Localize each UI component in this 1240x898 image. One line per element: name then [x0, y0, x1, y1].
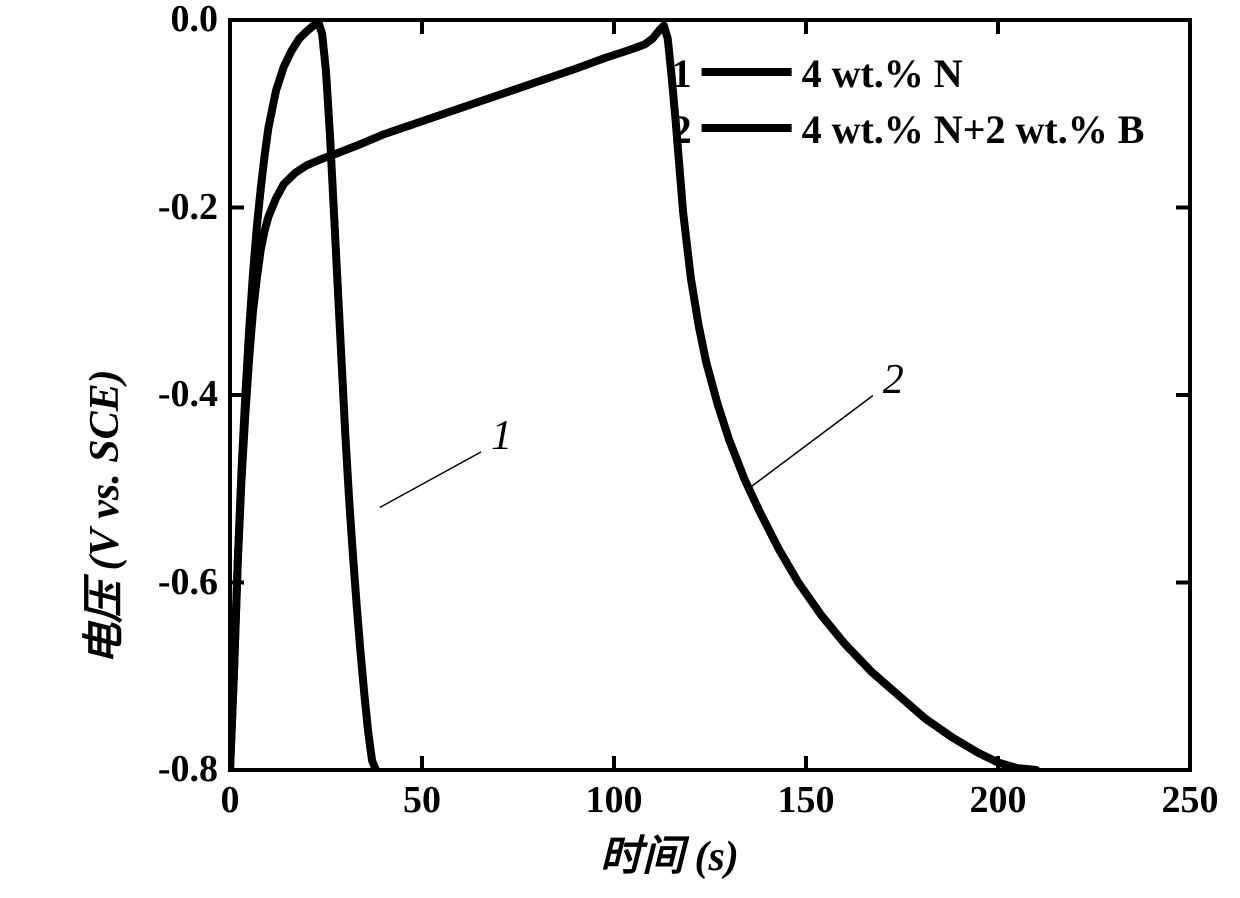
y-tick-label: -0.6 — [158, 560, 218, 604]
legend-num-2: 2 — [672, 106, 692, 153]
series-curve1 — [230, 22, 376, 770]
callout-1-leader — [380, 452, 481, 508]
legend-label-1: 4 wt.% N — [802, 50, 963, 97]
callout-1-label: 1 — [491, 412, 512, 460]
y-tick-label: 0.0 — [171, 0, 219, 41]
x-tick-label: 250 — [1150, 778, 1230, 822]
callout-2-leader — [748, 396, 872, 489]
y-tick-label: -0.2 — [158, 185, 218, 229]
callout-2-label: 2 — [883, 356, 904, 404]
x-axis-label: 时间 (s) — [600, 822, 739, 883]
chart-figure: 电压 (V vs. SCE) 时间 (s) 050100150200250-0.… — [0, 0, 1240, 898]
x-tick-label: 100 — [574, 778, 654, 822]
x-tick-label: 150 — [766, 778, 846, 822]
y-tick-label: -0.4 — [158, 372, 218, 416]
y-tick-label: -0.8 — [158, 747, 218, 791]
y-axis-label: 电压 (V vs. SCE) — [70, 369, 131, 665]
legend-num-1: 1 — [672, 50, 692, 97]
x-tick-label: 50 — [382, 778, 462, 822]
legend-label-2: 4 wt.% N+2 wt.% B — [802, 106, 1145, 153]
x-tick-label: 200 — [958, 778, 1038, 822]
